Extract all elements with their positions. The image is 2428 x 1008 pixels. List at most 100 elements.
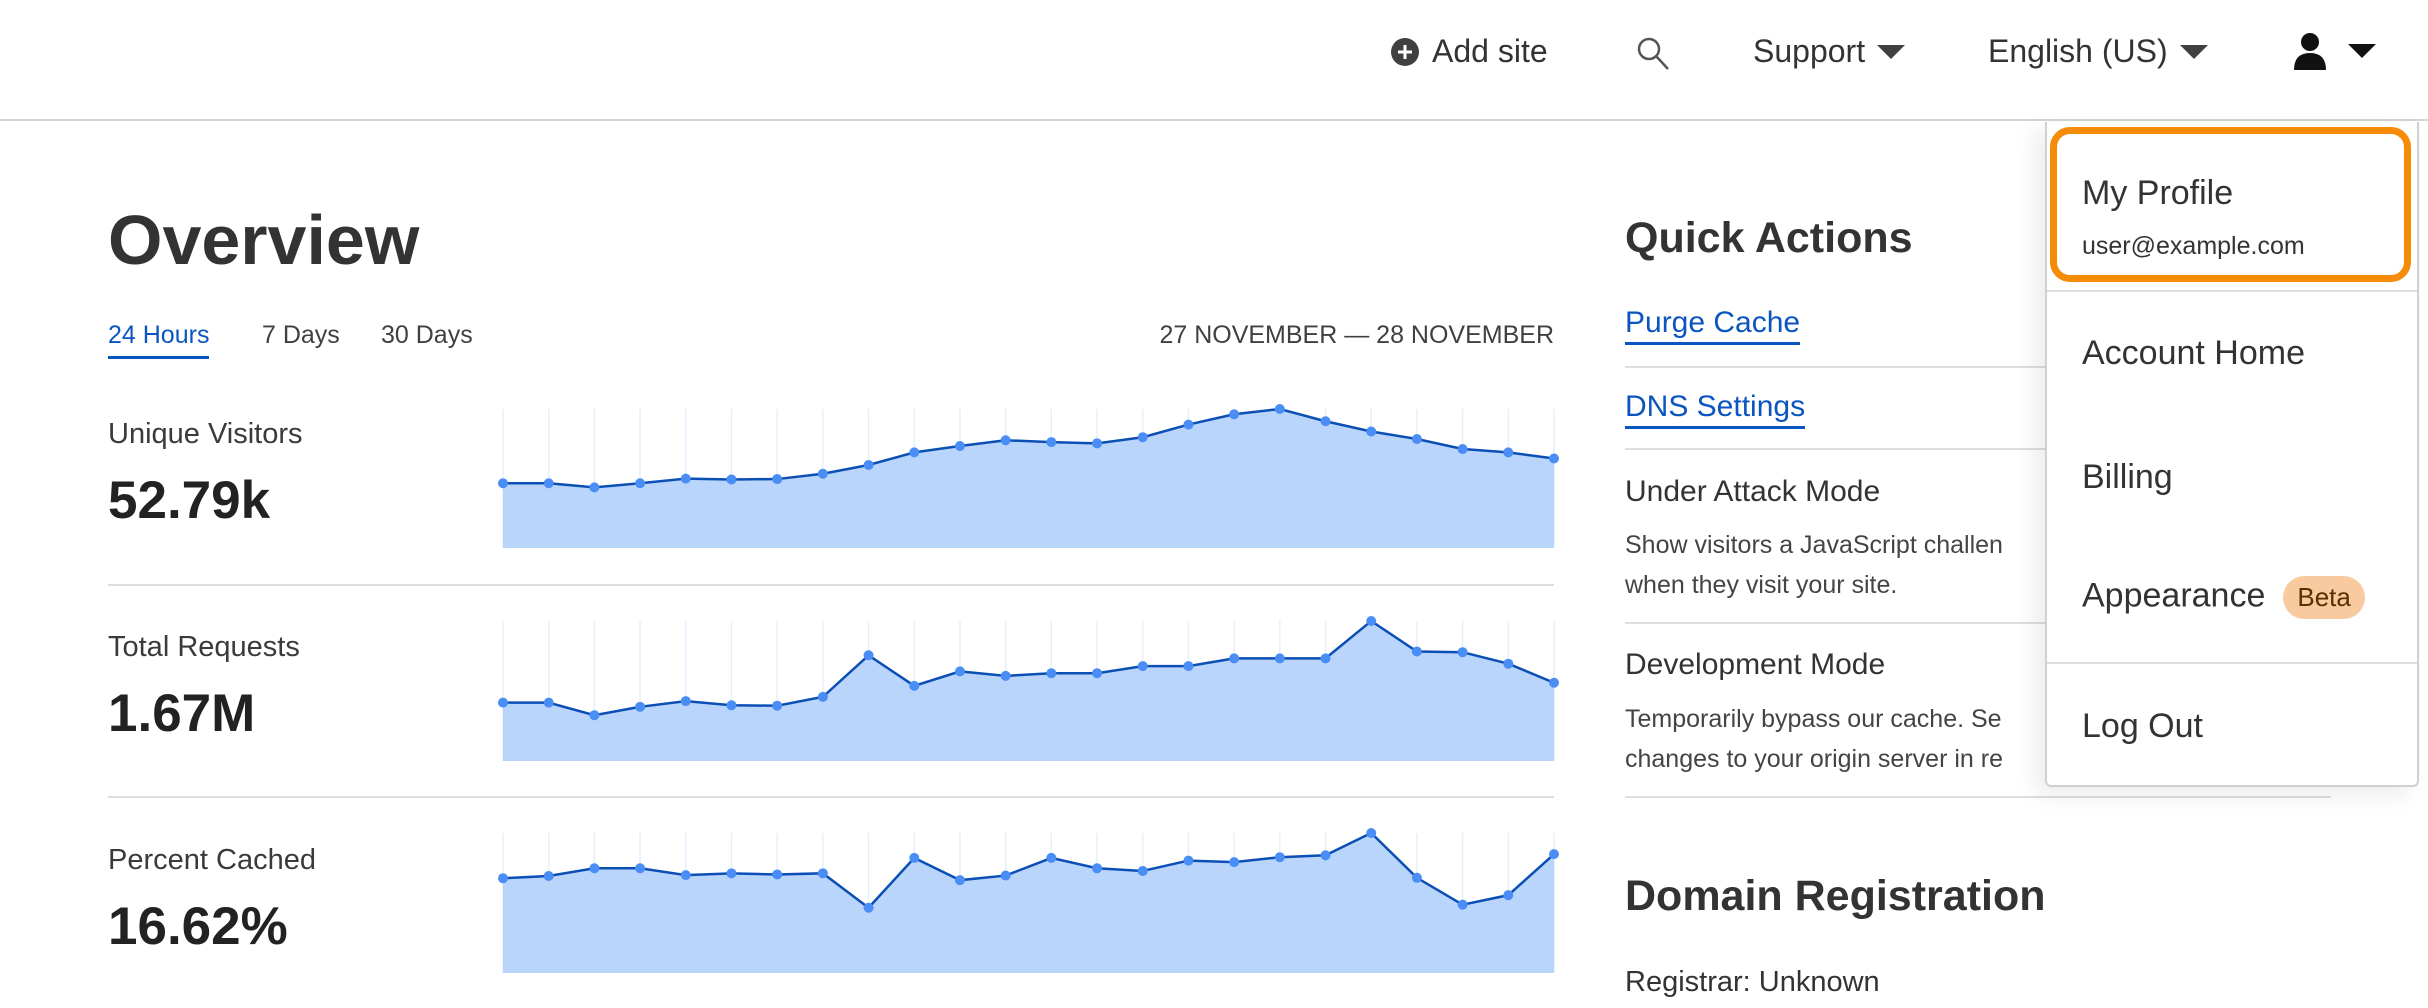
data-point [909, 852, 920, 863]
data-point [817, 868, 828, 879]
user-menu-button[interactable] [2292, 32, 2376, 70]
metric-value: 16.62% [108, 897, 288, 956]
tab-30-days[interactable]: 30 Days [381, 321, 473, 349]
tab-7-days[interactable]: 7 Days [262, 321, 340, 349]
data-point [726, 868, 737, 879]
domain-registration-title: Domain Registration [1625, 872, 2046, 920]
data-point [589, 863, 600, 874]
data-point [954, 875, 965, 886]
data-point [1274, 852, 1285, 863]
support-label: Support [1753, 33, 1866, 69]
plus-circle-icon [1391, 37, 1419, 66]
dev-mode-desc: Temporarily bypass our cache. Se [1625, 705, 2002, 733]
metric-label: Total Requests [108, 631, 300, 663]
caret-down-icon [2348, 44, 2376, 58]
dns-settings-link[interactable]: DNS Settings [1625, 390, 1806, 429]
data-point [498, 697, 508, 708]
tab-24-hours[interactable]: 24 Hours [108, 321, 210, 359]
data-point [909, 447, 920, 458]
data-point [1366, 616, 1377, 626]
data-point [1411, 872, 1422, 883]
billing-item[interactable]: Billing [2082, 458, 2173, 496]
account-home-item[interactable]: Account Home [2082, 334, 2305, 372]
add-site-button[interactable]: Add site [1390, 33, 1548, 70]
data-point [1503, 447, 1514, 458]
user-email: user@example.com [2082, 232, 2305, 260]
data-point [954, 440, 965, 451]
data-point [1411, 646, 1422, 657]
data-point [1000, 435, 1011, 446]
data-point [1183, 855, 1194, 866]
data-point [498, 478, 508, 489]
data-point [1137, 865, 1148, 876]
data-point [1274, 404, 1285, 414]
appearance-label: Appearance [2082, 576, 2266, 615]
divider [108, 796, 1554, 798]
divider [1625, 366, 2331, 368]
caret-down-icon [2179, 44, 2208, 59]
data-point [817, 691, 828, 702]
caret-down-icon [1877, 44, 1906, 59]
data-point [1457, 647, 1468, 658]
support-dropdown[interactable]: Support [1753, 33, 1906, 70]
log-out-item[interactable]: Log Out [2082, 707, 2203, 745]
data-point [543, 870, 554, 881]
data-point [1549, 849, 1559, 860]
data-point [1092, 863, 1103, 874]
page-title: Overview [108, 201, 420, 279]
data-point [1320, 653, 1331, 664]
data-point [1137, 661, 1148, 672]
total-requests-chart [498, 616, 1559, 761]
data-point [680, 473, 691, 484]
data-point [1229, 653, 1240, 664]
beta-badge: Beta [2283, 576, 2365, 619]
data-point [680, 696, 691, 707]
data-point [1046, 668, 1057, 679]
data-point [1503, 890, 1514, 901]
data-point [1000, 670, 1011, 681]
dev-mode-title: Development Mode [1625, 648, 1886, 681]
data-point [772, 700, 783, 711]
search-button[interactable] [1636, 36, 1672, 72]
divider [2047, 662, 2417, 664]
data-point [863, 650, 874, 661]
data-point [1183, 661, 1194, 672]
data-point [726, 700, 737, 711]
divider [1625, 622, 2331, 624]
data-point [543, 478, 554, 489]
data-point [635, 863, 646, 874]
series-line [503, 407, 1555, 489]
language-dropdown[interactable]: English (US) [1988, 33, 2208, 70]
top-header: Add site Support English (US) [0, 0, 2428, 121]
metric-label: Unique Visitors [108, 418, 303, 450]
data-point [863, 460, 874, 471]
data-point [1549, 453, 1559, 464]
unique-visitors-chart [498, 404, 1559, 548]
user-dropdown-menu: My Profile user@example.com Account Home… [2045, 122, 2419, 787]
metric-value: 52.79k [108, 471, 271, 530]
quick-actions-title: Quick Actions [1625, 214, 1913, 262]
language-label: English (US) [1988, 33, 2168, 69]
data-point [1183, 419, 1194, 430]
search-icon [1637, 37, 1669, 70]
data-point [817, 468, 828, 479]
data-point [635, 478, 646, 489]
purge-cache-link[interactable]: Purge Cache [1625, 306, 1801, 345]
add-site-label: Add site [1432, 33, 1548, 69]
data-point [680, 870, 691, 881]
my-profile-item[interactable]: My Profile user@example.com [2050, 127, 2411, 282]
data-point [498, 873, 508, 884]
data-point [1457, 899, 1468, 910]
registrar-text: Registrar: Unknown [1625, 966, 1880, 998]
data-point [1092, 438, 1103, 449]
data-point [1457, 444, 1468, 455]
data-point [1229, 857, 1240, 868]
data-point [772, 474, 783, 485]
data-point [1000, 870, 1011, 881]
data-point [1366, 426, 1377, 437]
data-point [1549, 677, 1559, 688]
user-icon [2294, 33, 2326, 70]
divider [108, 584, 1554, 586]
area-fill [503, 409, 1554, 548]
appearance-item[interactable]: Appearance Beta [2082, 576, 2365, 619]
